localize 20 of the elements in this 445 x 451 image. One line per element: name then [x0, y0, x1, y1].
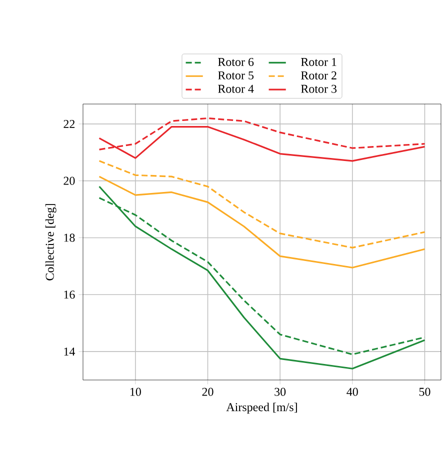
x-axis-title: Airspeed [m/s] [226, 402, 297, 414]
x-tick-label: 50 [419, 388, 430, 396]
y-tick-label: 22 [64, 120, 75, 128]
x-tick-label: 10 [130, 388, 141, 396]
y-tick-label: 18 [64, 234, 75, 242]
legend-label: Rotor 4 [218, 84, 254, 93]
y-tick-label: 14 [64, 348, 76, 356]
x-tick-label: 30 [274, 388, 286, 396]
legend-label: Rotor 2 [301, 71, 336, 80]
line-series [98, 176, 426, 268]
y-axis-title: Collective [deg] [45, 204, 56, 280]
legend-label: Rotor 6 [218, 58, 254, 66]
y-tick-label: 16 [64, 290, 75, 299]
y-tick-label: 20 [64, 176, 75, 185]
legend-label: Rotor 1 [301, 58, 336, 66]
line-series [98, 160, 426, 248]
x-tick-label: 40 [346, 388, 358, 396]
x-tick-label: 20 [202, 388, 214, 396]
legend-label: Rotor 3 [301, 84, 337, 93]
legend-label: Rotor 5 [218, 71, 254, 80]
